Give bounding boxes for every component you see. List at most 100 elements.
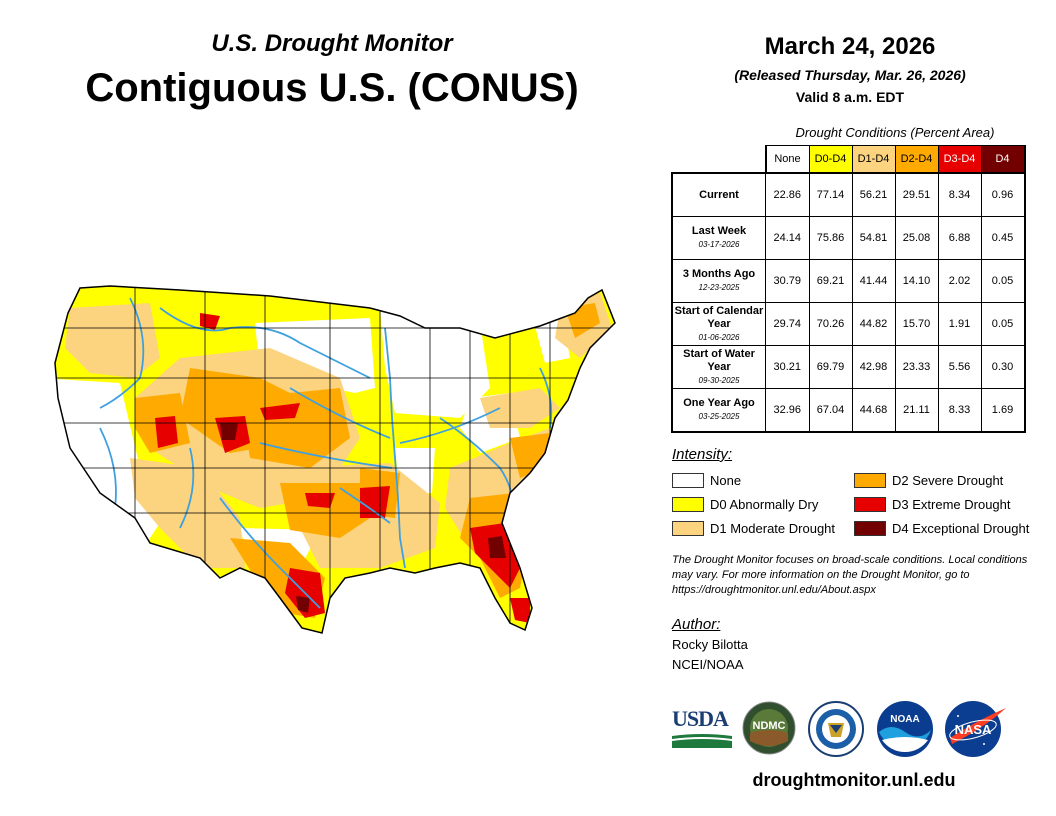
col-header-d1-d4: D1-D4 <box>851 145 896 174</box>
table-cell: 29.51 <box>894 172 939 217</box>
author-org: NCEI/NOAA <box>672 657 744 672</box>
legend-label: D2 Severe Drought <box>892 472 1004 488</box>
table-cell: 1.69 <box>980 388 1026 433</box>
table-row: Current 22.86 77.14 56.21 29.51 8.34 0.9… <box>671 172 1026 217</box>
legend-label: None <box>710 472 742 488</box>
table-cell: 70.26 <box>808 302 853 346</box>
table-cell: 15.70 <box>894 302 939 346</box>
table-cell: 30.79 <box>765 259 810 303</box>
table-cell: 77.14 <box>808 172 853 217</box>
table-row: Last Week 03-17-2026 24.14 75.86 54.81 25… <box>671 216 1026 260</box>
col-header-d4: D4 <box>980 145 1026 174</box>
table-cell: 0.96 <box>980 172 1026 217</box>
table-cell: 22.86 <box>765 172 810 217</box>
row-date: 12-23-2025 <box>698 283 740 292</box>
table-row: 3 Months Ago 12-23-2025 30.79 69.21 41.44… <box>671 259 1026 303</box>
legend-item-d1: D1 Moderate Drought <box>672 519 835 537</box>
table-cell: 14.10 <box>894 259 939 303</box>
author-heading: Author: <box>672 616 721 633</box>
col-header-d3-d4: D3-D4 <box>937 145 982 174</box>
table-cell: 67.04 <box>808 388 853 433</box>
col-header-none: None <box>765 145 810 174</box>
table-cell: 54.81 <box>851 216 896 260</box>
table-row: Start of Water Year 09-30-2025 30.21 69.7… <box>671 345 1026 389</box>
legend-swatch <box>672 520 704 536</box>
ndmc-wordmark: NDMC <box>753 720 786 732</box>
nasa-wordmark: NASA <box>955 722 992 737</box>
map-title: Contiguous U.S. (CONUS) <box>85 66 579 110</box>
valid-time: Valid 8 a.m. EDT <box>795 89 905 105</box>
table-cell: 69.21 <box>808 259 853 303</box>
legend-item-d3: D3 Extreme Drought <box>854 495 1011 513</box>
usda-wordmark: USDA <box>672 706 729 731</box>
row-date: 03-25-2025 <box>698 412 740 421</box>
col-header-d2-d4: D2-D4 <box>894 145 939 174</box>
table-cell: 23.33 <box>894 345 939 389</box>
table-cell: 0.05 <box>980 302 1026 346</box>
legend-label: D1 Moderate Drought <box>710 520 836 536</box>
legend-label: D4 Exceptional Drought <box>892 520 1030 536</box>
usda-logo: USDA <box>672 706 732 750</box>
table-cell: 5.56 <box>937 345 982 389</box>
drought-map <box>54 285 616 634</box>
legend-swatch <box>672 496 704 512</box>
table-cell: 0.45 <box>980 216 1026 260</box>
table-cell: 6.88 <box>937 216 982 260</box>
doc-seal-logo <box>808 701 864 757</box>
table-cell: 32.96 <box>765 388 810 433</box>
table-cell: 2.02 <box>937 259 982 303</box>
table-cell: 30.21 <box>765 345 810 389</box>
legend-label: D3 Extreme Drought <box>892 496 1011 512</box>
table-caption: Drought Conditions (Percent Area) <box>795 125 995 140</box>
legend-swatch <box>854 472 886 488</box>
table-cell: 44.68 <box>851 388 896 433</box>
table-cell: 41.44 <box>851 259 896 303</box>
col-header-d0-d4: D0-D4 <box>808 145 853 174</box>
row-label: Current <box>699 188 739 201</box>
legend-swatch <box>854 520 886 536</box>
row-date: 09-30-2025 <box>698 375 740 385</box>
legend-item-d0: D0 Abnormally Dry <box>672 495 818 513</box>
nasa-logo: NASA <box>945 701 1006 757</box>
row-label: One Year Ago <box>683 397 755 409</box>
legend-item-none: None <box>672 471 741 489</box>
usda-field-icon <box>672 734 732 748</box>
table-cell: 42.98 <box>851 345 896 389</box>
row-date: 03-17-2026 <box>698 240 740 249</box>
noaa-logo: NOAA <box>877 701 933 757</box>
table-cell: 75.86 <box>808 216 853 260</box>
legend-swatch <box>854 496 886 512</box>
table-cell: 8.33 <box>937 388 982 433</box>
table-header-row: None D0-D4 D1-D4 D2-D4 D3-D4 D4 <box>672 145 1026 174</box>
table-cell: 56.21 <box>851 172 896 217</box>
noaa-wordmark: NOAA <box>890 714 919 725</box>
drought-monitor-note: The Drought Monitor focuses on broad-sca… <box>672 554 1028 596</box>
map-date: March 24, 2026 <box>764 33 936 60</box>
table-cell: 25.08 <box>894 216 939 260</box>
author-name: Rocky Bilotta <box>672 637 748 652</box>
table-cell: 21.11 <box>894 388 939 433</box>
row-label: Start of Calendar Year <box>674 304 764 330</box>
legend-item-d4: D4 Exceptional Drought <box>854 519 1029 537</box>
table-cell: 1.91 <box>937 302 982 346</box>
legend-heading: Intensity: <box>672 446 733 463</box>
website-url[interactable]: droughtmonitor.unl.edu <box>752 770 956 790</box>
row-label: 3 Months Ago <box>682 268 756 280</box>
table-cell: 8.34 <box>937 172 982 217</box>
table-cell: 24.14 <box>765 216 810 260</box>
ndmc-logo: NDMC <box>742 701 796 755</box>
row-date: 01-06-2026 <box>698 332 740 342</box>
drought-stats-table: None D0-D4 D1-D4 D2-D4 D3-D4 D4 Current … <box>671 145 1026 433</box>
row-label: Last Week <box>691 225 747 237</box>
table-cell: 0.05 <box>980 259 1026 303</box>
table-row: Start of Calendar Year 01-06-2026 29.74 7… <box>671 302 1026 346</box>
table-row: One Year Ago 03-25-2025 32.96 67.04 44.68… <box>671 388 1026 433</box>
map-subtitle: U.S. Drought Monitor <box>211 30 453 57</box>
release-date: (Released Thursday, Mar. 26, 2026) <box>734 67 966 83</box>
table-cell: 29.74 <box>765 302 810 346</box>
table-cell: 69.79 <box>808 345 853 389</box>
legend-label: D0 Abnormally Dry <box>710 496 819 512</box>
legend-swatch <box>672 472 704 488</box>
table-cell: 0.30 <box>980 345 1026 389</box>
row-label: Start of Water Year <box>683 347 755 373</box>
